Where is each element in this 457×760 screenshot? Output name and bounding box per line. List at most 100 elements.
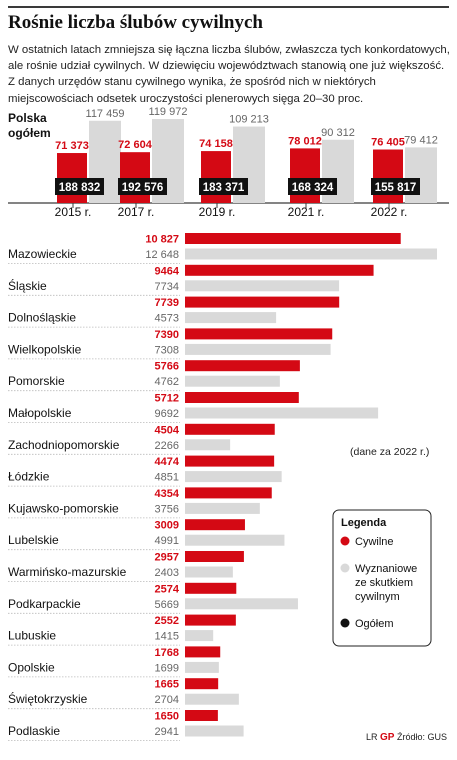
region-civil-bar (185, 582, 237, 594)
secular-label: 109 213 (229, 114, 269, 126)
region-civil-label: 4354 (155, 488, 180, 500)
secular-bar (233, 126, 265, 203)
x-tick-label: 2015 r. (55, 205, 92, 219)
region-secular-bar (185, 598, 298, 610)
region-name: Świętokrzyskie (8, 691, 88, 706)
region-secular-bar (185, 725, 244, 737)
region-civil-label: 1665 (155, 679, 179, 691)
secular-label: 119 972 (149, 106, 188, 118)
legend-marker (340, 618, 350, 628)
legend-title: Legenda (341, 517, 387, 529)
region-civil-label: 2574 (155, 583, 180, 595)
region-name: Pomorskie (8, 374, 65, 388)
region-civil-bar (185, 678, 219, 690)
region-civil-label: 4474 (155, 456, 180, 468)
region-civil-bar (185, 614, 236, 626)
region-name: Lubuskie (8, 629, 56, 643)
region-civil-bar (185, 519, 245, 531)
legend-label: ze skutkiem (355, 577, 413, 589)
region-secular-label: 5669 (155, 599, 179, 611)
region-civil-label: 3009 (155, 520, 179, 532)
region-civil-label: 2957 (155, 552, 179, 564)
region-civil-label: 7390 (155, 329, 179, 341)
region-secular-label: 4851 (155, 472, 179, 484)
region-secular-bar (185, 630, 214, 642)
civil-label: 76 405 (371, 137, 405, 149)
secular-bar (152, 119, 184, 203)
civil-label: 71 373 (55, 140, 89, 152)
region-name: Podkarpackie (8, 597, 81, 611)
lead-paragraph: W ostatnich latach zmniejsza się łączna … (8, 44, 450, 105)
total-label: 188 832 (59, 182, 101, 194)
region-civil-bar (185, 264, 374, 276)
x-tick-label: 2017 r. (118, 205, 155, 219)
region-secular-label: 1415 (155, 631, 179, 643)
secular-label: 117 459 (86, 108, 125, 120)
x-tick-label: 2021 r. (288, 205, 325, 219)
region-name: Małopolskie (8, 406, 72, 420)
region-name: Zachodniopomorskie (8, 438, 120, 452)
region-name: Wielkopolskie (8, 342, 82, 356)
page-title: Rośnie liczba ślubów cywilnych (8, 12, 263, 33)
legend-frame (332, 509, 432, 647)
total-box (55, 178, 104, 195)
region-civil-label: 9464 (155, 265, 180, 277)
total-label: 192 576 (122, 182, 164, 194)
region-secular-bar (185, 693, 239, 705)
region-secular-label: 4573 (155, 313, 179, 325)
region-name: Łódzkie (8, 470, 50, 484)
x-tick-label: 2022 r. (371, 205, 408, 219)
total-label: 168 324 (292, 182, 334, 194)
region-name: Warmińsko-mazurskie (8, 565, 127, 579)
legend: Legenda Cywilne Wyznaniowe ze skutkiem cywil… (332, 509, 432, 647)
region-secular-label: 9692 (155, 408, 179, 420)
source-text: Źródło: GUS (396, 732, 447, 742)
secular-label: 90 312 (321, 127, 355, 139)
chart-title-line-2: ogółem (8, 126, 51, 140)
region-civil-label: 1768 (155, 647, 179, 659)
legend-marker (340, 536, 350, 546)
legend-marker (340, 563, 350, 573)
civil-bar (57, 153, 87, 203)
civil-bar (120, 152, 150, 203)
source-footer: LR GP Źródło: GUS (366, 732, 447, 743)
region-civil-bar (185, 455, 275, 467)
region-civil-bar (185, 487, 272, 499)
legend-label: Wyznaniowe (355, 563, 417, 575)
region-secular-label: 2704 (155, 694, 179, 706)
region-secular-label: 4762 (155, 376, 179, 388)
publisher-logo: GP (380, 732, 395, 743)
region-secular-label: 3756 (155, 503, 179, 515)
region-civil-label: 1650 (155, 711, 179, 723)
data-year-note: (dane za 2022 r.) (350, 446, 429, 458)
region-civil-label: 5712 (155, 393, 179, 405)
total-box (118, 178, 167, 195)
total-box (371, 178, 420, 195)
region-name: Podlaskie (8, 724, 60, 738)
region-civil-bar (185, 233, 401, 244)
secular-bar (322, 139, 354, 203)
total-box (199, 178, 248, 195)
region-name: Śląskie (8, 278, 47, 293)
region-secular-bar (185, 471, 282, 483)
region-secular-label: 7734 (155, 281, 179, 293)
civil-bar (373, 149, 403, 203)
region-civil-bar (185, 392, 299, 403)
region-secular-label: 12 648 (145, 249, 179, 261)
total-label: 155 817 (375, 182, 417, 194)
total-box (288, 178, 337, 195)
region-civil-label: 5766 (155, 361, 179, 373)
secular-bar (89, 120, 121, 203)
total-label: 183 371 (203, 182, 245, 194)
region-name: Lubelskie (8, 533, 59, 547)
legend-label: cywilnym (355, 591, 400, 603)
region-secular-label: 2941 (155, 726, 179, 738)
region-secular-label: 2266 (155, 440, 179, 452)
legend-label: Ogółem (355, 618, 394, 630)
region-civil-bar (185, 296, 340, 308)
region-name: Kujawsko-pomorskie (8, 501, 119, 515)
region-secular-label: 1699 (155, 662, 179, 674)
region-secular-label: 2403 (155, 567, 179, 579)
region-secular-bar (185, 248, 437, 260)
region-secular-bar (185, 343, 331, 355)
